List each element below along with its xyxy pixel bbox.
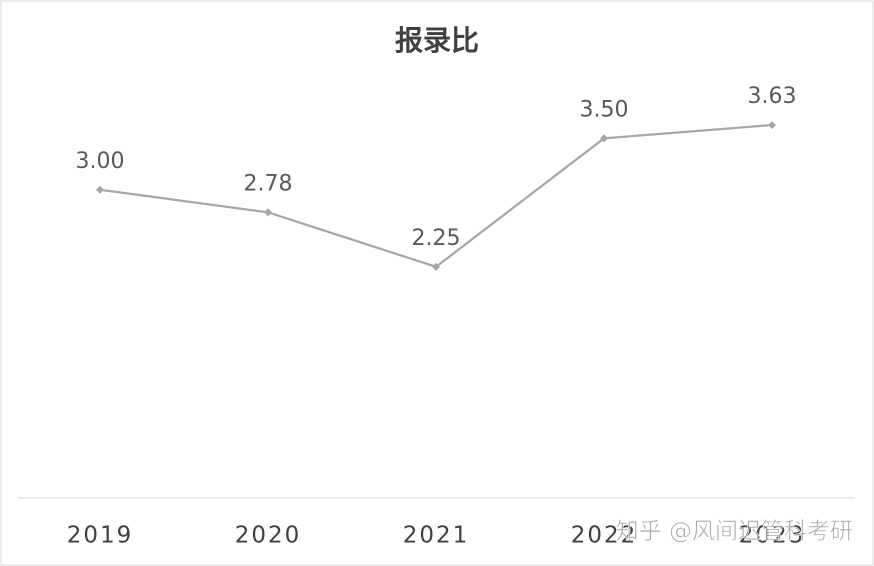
x-tick-label: 2021 [403,523,470,549]
x-tick-label: 2023 [739,523,806,549]
value-label: 3.50 [580,97,629,122]
point-marker [768,121,776,130]
point-marker [96,185,104,194]
point-marker [432,262,440,271]
x-tick-label: 2020 [235,523,302,549]
chart-title: 报录比 [395,24,479,57]
x-tick-label: 2019 [67,523,134,549]
value-label: 2.25 [412,226,461,251]
watermark: 知乎 @风间迟管科考研 [616,519,853,545]
value-label: 3.00 [76,149,125,174]
point-marker [600,134,608,143]
point-marker [264,208,272,217]
value-label: 3.63 [748,84,797,109]
x-tick-label: 2022 [571,523,638,549]
value-label: 2.78 [244,171,293,196]
